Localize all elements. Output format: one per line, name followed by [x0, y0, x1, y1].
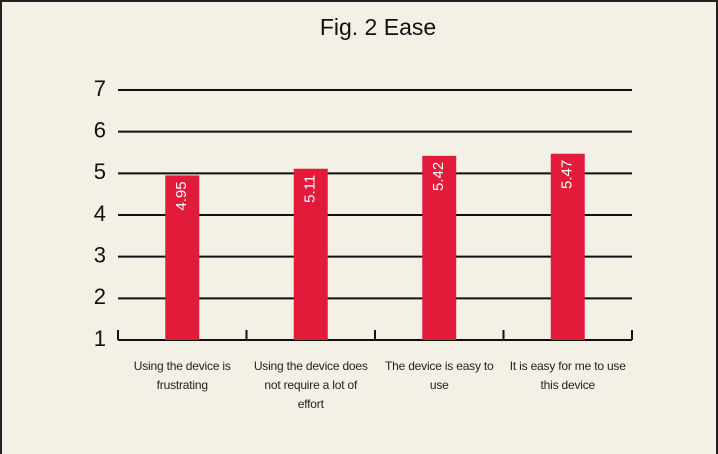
value-label: 5.42: [430, 162, 447, 191]
x-tick-label: Using the device is frustrating: [133, 359, 231, 392]
bar: [165, 175, 200, 340]
y-tick-label: 7: [94, 76, 106, 101]
chart-title: Fig. 2 Ease: [320, 14, 436, 40]
y-tick-label: 6: [94, 117, 106, 142]
value-label: 5.47: [559, 160, 576, 189]
x-tick-label: It is easy for me to use this device: [509, 359, 626, 392]
value-label: 4.95: [173, 181, 190, 210]
x-tick-label: Using the device does not require a lot …: [253, 359, 368, 411]
y-tick-label: 4: [94, 201, 106, 226]
bar: [550, 153, 585, 340]
bar: [422, 155, 457, 340]
bar: [293, 168, 328, 340]
value-label: 5.11: [302, 175, 319, 203]
y-tick-label: 5: [94, 159, 106, 184]
x-tick-label: The device is easy to use: [384, 359, 494, 392]
y-tick-label: 3: [94, 242, 106, 267]
y-tick-label: 2: [94, 284, 106, 309]
y-tick-label: 1: [94, 326, 106, 351]
